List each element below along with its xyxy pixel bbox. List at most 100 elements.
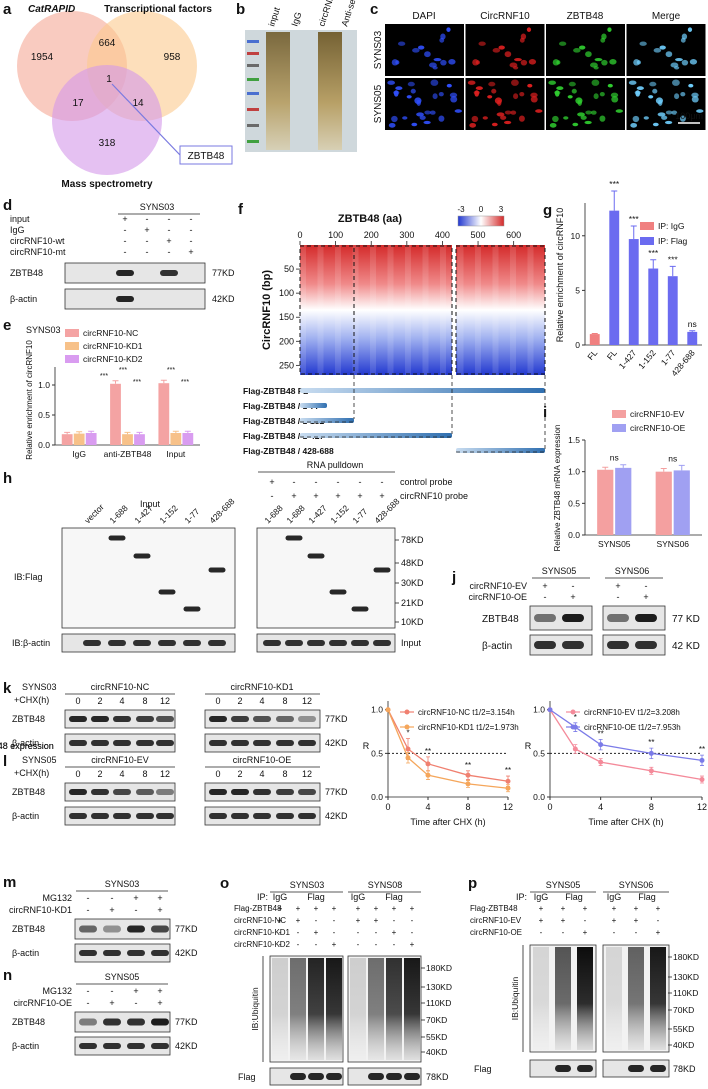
y-tick-label: 0.0	[38, 440, 50, 450]
cell	[429, 62, 437, 68]
y-tick-label: 5	[575, 285, 580, 295]
band	[151, 1018, 169, 1026]
blot-frame	[602, 634, 666, 656]
set-label: Transcriptional factors	[104, 4, 212, 15]
time: 8	[142, 769, 147, 779]
ip-group: Flag	[565, 892, 583, 902]
cell	[528, 59, 537, 65]
band	[307, 553, 325, 559]
sign: +	[561, 904, 566, 913]
band	[635, 614, 657, 622]
cell	[674, 93, 680, 100]
band	[127, 925, 145, 933]
band	[69, 813, 87, 819]
sign: +	[332, 904, 337, 913]
cell	[497, 99, 502, 106]
sign: +	[166, 236, 171, 246]
cell	[610, 92, 619, 98]
x-tick-label: FL	[585, 348, 599, 362]
x-tick-label: 8	[465, 802, 470, 812]
cell	[446, 27, 451, 32]
time: 12	[302, 696, 312, 706]
marker-label: 110KD	[426, 998, 451, 1008]
y-axis-label: Relative ZBTB48 mRNA expression	[553, 425, 562, 552]
sign: -	[190, 225, 193, 235]
cell-line: SYNS06	[615, 566, 650, 576]
condition: circRNF10-mt	[10, 247, 66, 257]
cell	[679, 115, 686, 122]
sign: -	[562, 928, 565, 937]
group: circRNF10-KD1	[230, 682, 293, 692]
sign: -	[333, 928, 336, 937]
time: 2	[97, 769, 102, 779]
time: 0	[75, 696, 80, 706]
sign: -	[297, 940, 300, 949]
lane-label: 1-77	[182, 506, 201, 525]
x-tick-label: 0	[297, 230, 302, 240]
marker-label: 70KD	[426, 1015, 447, 1025]
time: 4	[119, 769, 124, 779]
band	[562, 614, 584, 622]
sign: +	[122, 214, 127, 224]
band	[253, 789, 271, 795]
blot-label: β-actin	[12, 738, 39, 748]
cell	[600, 37, 606, 43]
ubiquitin-smear	[555, 947, 571, 1050]
band	[113, 740, 131, 746]
cell	[635, 90, 641, 97]
band	[91, 740, 109, 746]
sign: +	[374, 904, 379, 913]
band	[133, 640, 151, 646]
band	[373, 567, 391, 573]
venn-set	[52, 65, 162, 175]
panel-letter: f	[238, 201, 244, 218]
cell	[585, 51, 592, 58]
cell	[407, 81, 415, 87]
error-bar	[406, 752, 410, 764]
blot-label: ZBTB48	[10, 268, 43, 278]
ubiquitin-smear	[350, 958, 366, 1060]
ubiquitin-smear	[290, 958, 306, 1060]
x-tick-label: 300	[399, 230, 414, 240]
cell	[615, 109, 624, 113]
blot-frame	[74, 918, 171, 940]
sign: +	[144, 225, 149, 235]
cell	[628, 80, 637, 85]
legend-label: circRNF10-EV	[630, 409, 685, 419]
cell	[535, 109, 543, 113]
error-bar	[64, 431, 71, 435]
lane-label: 1-152	[328, 503, 351, 526]
x-tick-label: 12	[503, 802, 513, 812]
sign: -	[124, 225, 127, 235]
time: 8	[282, 696, 287, 706]
significance: ***	[100, 373, 108, 380]
cell	[519, 91, 525, 97]
cell	[416, 112, 424, 117]
condition: MG132	[42, 893, 72, 903]
cell	[410, 88, 416, 94]
cell	[577, 99, 582, 106]
sign: +	[157, 998, 162, 1008]
y-tick-label: 100	[279, 288, 294, 298]
cell	[439, 37, 445, 43]
panel-letter: k	[3, 680, 12, 697]
bar	[170, 433, 182, 445]
cell	[472, 59, 479, 66]
significance: **	[465, 761, 471, 770]
cell	[691, 92, 699, 98]
sign: +	[356, 904, 361, 913]
size-label: 42KD	[175, 948, 198, 958]
blot-frame	[256, 527, 396, 629]
cell	[657, 112, 666, 117]
cell	[402, 116, 408, 120]
legend-label: circRNF10-KD2	[83, 354, 143, 364]
cell	[449, 92, 458, 98]
marker-label: 70KD	[673, 1005, 694, 1015]
error-bar	[591, 333, 598, 335]
significance: ns	[688, 319, 697, 329]
legend-label: circRNF10-OE t1/2=7.953h	[584, 723, 681, 732]
blot-label: IB:Ubiquitin	[510, 976, 520, 1020]
band	[209, 716, 227, 722]
marker-label: 180KD	[673, 952, 699, 962]
blot-label: ZBTB48	[482, 614, 519, 625]
